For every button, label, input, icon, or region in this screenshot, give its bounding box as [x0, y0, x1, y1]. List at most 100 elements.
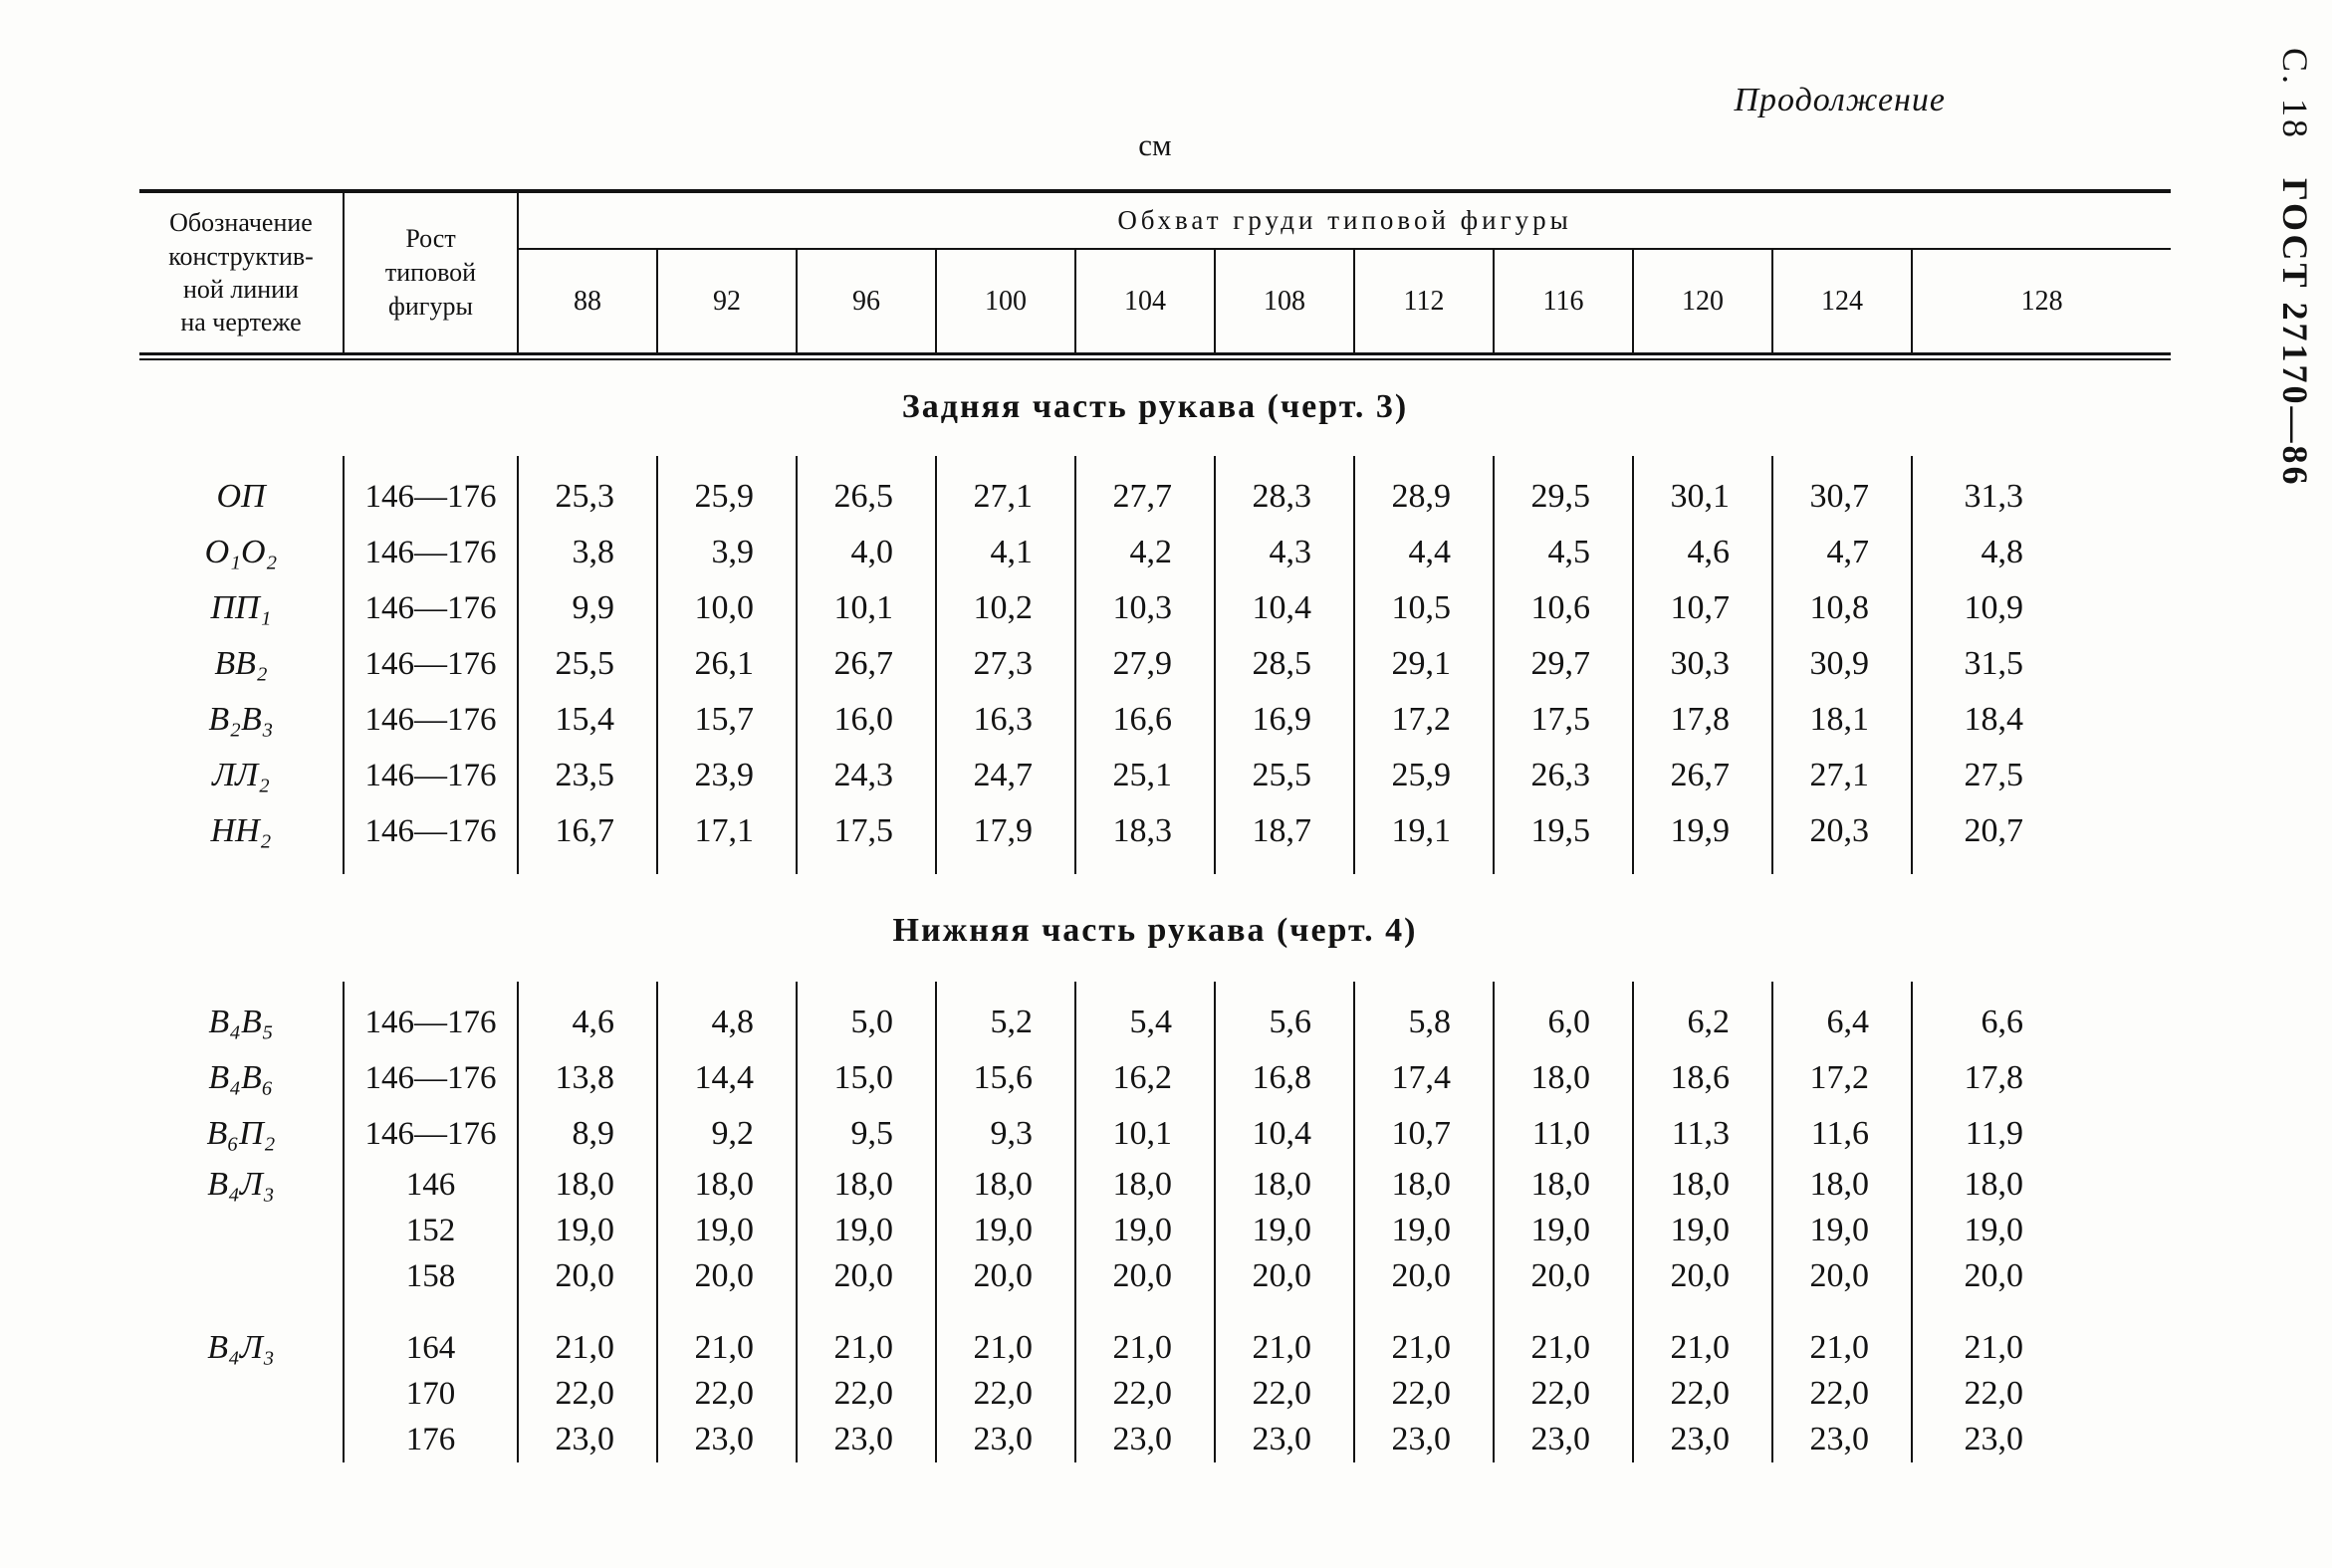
- value-cell: 17,5: [1493, 692, 1633, 748]
- value-cell: 23,0: [517, 1417, 657, 1462]
- value-cell: 28,5: [1214, 636, 1354, 692]
- value-cell: 21,0: [935, 1299, 1075, 1371]
- value-cell: 10,3: [1074, 580, 1215, 636]
- value-cell: 18,0: [935, 1162, 1075, 1208]
- value-cell: 16,7: [517, 803, 657, 874]
- value-cell: 30,1: [1632, 456, 1772, 525]
- value-cell: 14,4: [656, 1050, 797, 1106]
- height-range-cell: 176: [344, 1417, 519, 1462]
- value-cell: 10,9: [1911, 580, 2171, 636]
- value-cell: 27,3: [935, 636, 1075, 692]
- value-cell: 27,1: [1771, 748, 1912, 803]
- value-cell: 19,0: [1632, 1208, 1772, 1253]
- value-cell: 6,0: [1493, 982, 1633, 1050]
- value-cell: 17,1: [656, 803, 797, 874]
- value-cell: 17,4: [1353, 1050, 1494, 1106]
- value-cell: 4,6: [1632, 525, 1772, 580]
- value-cell: 4,7: [1771, 525, 1912, 580]
- table-row: В₄В₆ 146—176 13,8 14,4 15,0 15,6 16,2 16,8 17,4 1…: [139, 1050, 2171, 1106]
- page-number: С. 18: [2275, 48, 2315, 141]
- height-range-cell: 146—176: [344, 525, 519, 580]
- value-cell: 19,1: [1353, 803, 1494, 874]
- measurement-table: Обозначение конструктив- ной линии на че…: [139, 189, 2172, 1462]
- value-cell: 19,0: [1911, 1208, 2171, 1253]
- value-cell: 21,0: [1771, 1299, 1912, 1371]
- size-column-header: 88: [574, 285, 601, 317]
- value-cell: 25,9: [656, 456, 797, 525]
- value-cell: 22,0: [1632, 1371, 1772, 1417]
- column-header-height: Рост типовой фигуры: [344, 191, 519, 352]
- value-cell: 19,0: [796, 1208, 936, 1253]
- value-cell: 18,7: [1214, 803, 1354, 874]
- value-cell: 4,5: [1493, 525, 1633, 580]
- value-cell: 30,7: [1771, 456, 1912, 525]
- value-cell: 24,3: [796, 748, 936, 803]
- value-cell: 16,2: [1074, 1050, 1215, 1106]
- value-cell: 18,0: [1493, 1162, 1633, 1208]
- value-cell: 4,1: [935, 525, 1075, 580]
- value-cell: 20,0: [796, 1253, 936, 1299]
- size-column-header: 104: [1074, 249, 1215, 352]
- value-cell: 5,2: [935, 982, 1075, 1050]
- size-column-header: 116: [1493, 249, 1633, 352]
- value-cell: 19,0: [1771, 1208, 1912, 1253]
- value-cell: 26,3: [1493, 748, 1633, 803]
- double-rule-divider: [139, 352, 2171, 360]
- value-cell: 31,5: [1911, 636, 2171, 692]
- value-cell: 17,8: [1911, 1050, 2171, 1106]
- value-cell: 10,8: [1771, 580, 1912, 636]
- value-cell: 20,0: [1214, 1253, 1354, 1299]
- size-column-header: 108: [1214, 249, 1354, 352]
- back-sleeve-rows: ОП 146—176 25,3 25,9 26,5 27,1 27,7 28,3 28,9 29,…: [139, 456, 2171, 874]
- value-cell: 10,1: [1074, 1106, 1215, 1162]
- value-cell: 22,0: [935, 1371, 1075, 1417]
- height-range-cell: 146—176: [344, 748, 519, 803]
- value-cell: 22,0: [1353, 1371, 1494, 1417]
- value-cell: 20,0: [1074, 1253, 1215, 1299]
- height-range-cell: 146—176: [344, 803, 519, 874]
- value-cell: 5,0: [796, 982, 936, 1050]
- value-cell: 17,2: [1353, 692, 1494, 748]
- value-cell: 15,7: [656, 692, 797, 748]
- height-range-cell: 146—176: [344, 1050, 519, 1106]
- value-cell: 4,0: [796, 525, 936, 580]
- table-row: В₄В₅ 146—176 4,6 4,8 5,0 5,2 5,4 5,6 5,8 6,0 6,2 6,…: [139, 982, 2171, 1050]
- value-cell: 29,7: [1493, 636, 1633, 692]
- value-cell: 30,9: [1771, 636, 1912, 692]
- value-cell: 23,0: [1493, 1417, 1633, 1462]
- value-cell: 10,0: [656, 580, 797, 636]
- table-row: 152 19,0 19,0 19,0 19,0 19,0 19,0 19,0 19,0 19,0 1…: [139, 1208, 2171, 1253]
- value-cell: 11,9: [1911, 1106, 2171, 1162]
- table-row: В₄Л₃ 164 21,0 21,0 21,0 21,0 21,0 21,0 21,0 21,0 2…: [139, 1299, 2171, 1462]
- value-cell: 4,6: [517, 982, 657, 1050]
- height-range-cell: 146—176: [344, 1106, 519, 1162]
- value-cell: 18,0: [1074, 1162, 1215, 1208]
- size-column-header: 124: [1771, 249, 1912, 352]
- value-cell: 28,9: [1353, 456, 1494, 525]
- table-row: ПП₁ 146—176 9,9 10,0 10,1 10,2 10,3 10,4 10,5 10,…: [139, 580, 2171, 636]
- value-cell: 25,5: [517, 636, 657, 692]
- designation-cell: ВВ₂: [139, 636, 345, 692]
- value-cell: 19,0: [935, 1208, 1075, 1253]
- value-cell: 22,0: [1074, 1371, 1215, 1417]
- size-column-header: 112: [1353, 249, 1494, 352]
- size-column-header: 100: [935, 249, 1075, 352]
- continuation-label: Продолжение: [1734, 82, 1946, 118]
- value-cell: 25,9: [1353, 748, 1494, 803]
- designation-cell: В₂В₃: [139, 692, 345, 748]
- table-row: ОП 146—176 25,3 25,9 26,5 27,1 27,7 28,3 28,9 29,…: [139, 456, 2171, 525]
- value-cell: 19,0: [656, 1208, 797, 1253]
- value-cell: 15,6: [935, 1050, 1075, 1106]
- value-cell: 23,9: [656, 748, 797, 803]
- value-cell: 16,6: [1074, 692, 1215, 748]
- value-cell: 16,8: [1214, 1050, 1354, 1106]
- lower-sleeve-table: В₄В₅ 146—176 4,6 4,8 5,0 5,2 5,4 5,6 5,8 6,0 6,2 6,…: [139, 982, 2171, 1462]
- height-range-cell: 158: [344, 1253, 519, 1299]
- value-cell: 17,9: [935, 803, 1075, 874]
- value-cell: 28,3: [1214, 456, 1354, 525]
- designation-cell: ЛЛ₂: [139, 748, 345, 803]
- value-cell: 23,0: [935, 1417, 1075, 1462]
- value-cell: 22,0: [1911, 1371, 2171, 1417]
- value-cell: 10,7: [1353, 1106, 1494, 1162]
- table-row: В₄Л₃ 146 18,0 18,0 18,0 18,0 18,0 18,0 18,0 18,0 1…: [139, 1162, 2171, 1299]
